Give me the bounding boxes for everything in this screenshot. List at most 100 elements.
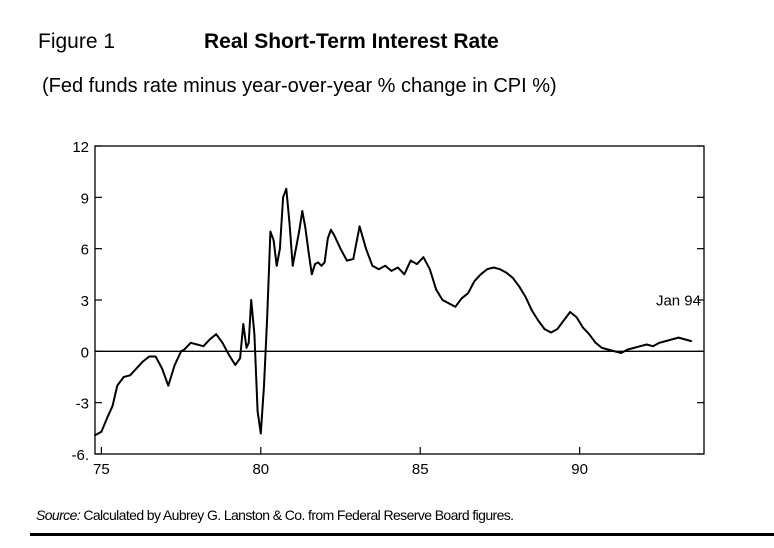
data-point [633, 347, 635, 349]
data-point [518, 285, 520, 288]
data-point [333, 234, 335, 236]
data-point [129, 374, 132, 377]
data-point [148, 355, 151, 358]
data-point [479, 273, 482, 276]
data-point [116, 384, 119, 387]
y-tick-label: 12 [72, 139, 89, 156]
data-point [499, 268, 501, 271]
data-point [467, 292, 469, 295]
data-point [371, 264, 374, 267]
data-point [196, 343, 198, 346]
data-point [652, 345, 654, 348]
data-point [94, 434, 96, 437]
data-point [161, 367, 163, 370]
data-point [346, 259, 348, 262]
data-point [454, 305, 457, 308]
data-point [304, 227, 307, 230]
data-point [575, 316, 578, 318]
data-point [460, 297, 463, 300]
data-point [202, 345, 205, 348]
data-point [228, 353, 230, 356]
data-point [645, 343, 648, 346]
data-point [100, 430, 103, 433]
x-tick-label: 90 [571, 461, 588, 478]
data-point [282, 196, 284, 199]
y-tick-label: 0 [81, 344, 89, 361]
data-point [272, 239, 275, 242]
chart-subtitle: (Fed funds rate minus year-over-year % c… [42, 75, 557, 97]
chart-title: Real Short-Term Interest Rate [204, 30, 499, 53]
data-point [562, 319, 565, 322]
data-point [250, 299, 253, 301]
data-point [435, 288, 438, 291]
x-tick-label: 75 [93, 461, 110, 478]
source-text: Calculated by Aubrey G. Lanston & Co. fr… [80, 507, 514, 523]
data-point [234, 364, 237, 366]
data-point [259, 432, 262, 435]
data-point [684, 338, 686, 341]
data-point [384, 264, 387, 267]
x-tick-label: 85 [412, 461, 429, 478]
data-point [664, 340, 667, 342]
data-point [390, 270, 393, 272]
data-point [245, 347, 248, 349]
data-point [323, 261, 326, 264]
data-point [422, 256, 425, 259]
data-point [377, 268, 380, 271]
y-tick-label: -6. [71, 447, 89, 464]
data-point [285, 187, 288, 190]
data-point [486, 268, 489, 271]
data-point [569, 311, 571, 313]
data-point [524, 295, 527, 298]
data-point [677, 336, 680, 339]
data-point [613, 350, 616, 353]
data-point [301, 210, 304, 212]
figure-header: Figure 1 Real Short-Term Interest Rate [38, 30, 499, 60]
figure-label: Figure 1 [38, 30, 116, 53]
x-tick-label: 80 [252, 461, 269, 478]
source-note: Source: Calculated by Aubrey G. Lanston … [36, 507, 514, 523]
data-point [639, 345, 642, 348]
data-point [416, 263, 418, 265]
data-point [556, 328, 559, 330]
data-point [365, 247, 367, 250]
data-point [428, 268, 431, 271]
data-point [269, 230, 272, 233]
data-point [122, 376, 125, 378]
data-point [247, 341, 250, 344]
data-point [448, 302, 450, 305]
bottom-rule [30, 533, 774, 536]
data-point [307, 251, 310, 254]
line-chart: 12 9 6 3 0 -3 -6. 75 80 85 90 Jan 94 [71, 139, 705, 478]
y-tick-label: 3 [81, 293, 89, 310]
data-point [266, 316, 269, 318]
data-point [358, 225, 361, 228]
data-point [141, 360, 144, 363]
plot-frame [94, 145, 705, 455]
data-point [505, 271, 508, 274]
data-point [690, 340, 693, 342]
data-point [275, 264, 278, 267]
data-point [221, 341, 224, 344]
data-point [256, 410, 259, 413]
data-point [620, 352, 622, 354]
data-point [330, 228, 332, 231]
data-point [314, 263, 316, 265]
data-point [208, 338, 211, 341]
x-axis: 75 80 85 90 [93, 447, 588, 478]
y-tick-label: 9 [81, 190, 89, 207]
data-point [511, 276, 514, 279]
data-point [189, 341, 192, 344]
data-point [352, 258, 355, 260]
y-axis: 12 9 6 3 0 -3 -6. [71, 139, 704, 464]
data-point [397, 266, 399, 269]
annotation-label: Jan 94 [656, 292, 701, 309]
data-point [543, 328, 546, 330]
data-point [601, 347, 603, 349]
data-point [154, 355, 157, 358]
data-point [492, 266, 495, 269]
data-point [310, 273, 313, 276]
data-point [339, 247, 342, 250]
data-point [242, 323, 245, 325]
data-point [537, 319, 540, 322]
